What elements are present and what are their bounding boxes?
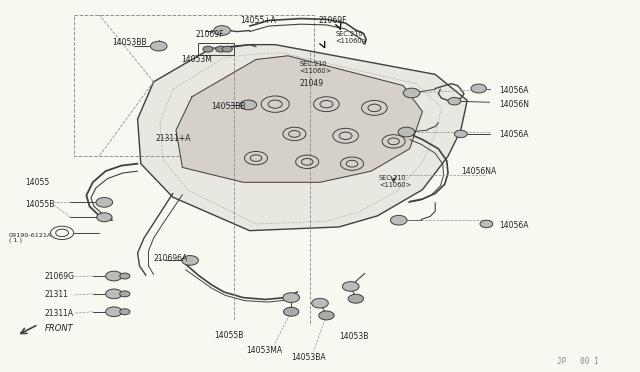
Text: 14056A: 14056A	[499, 221, 529, 230]
Text: 14053BB: 14053BB	[112, 38, 147, 47]
Circle shape	[203, 46, 213, 52]
Circle shape	[120, 291, 130, 297]
Circle shape	[216, 46, 226, 52]
Text: 14056N: 14056N	[499, 100, 529, 109]
Circle shape	[283, 293, 300, 302]
Text: 21069G: 21069G	[45, 272, 75, 281]
Circle shape	[342, 282, 359, 291]
Text: 14056NA: 14056NA	[461, 167, 496, 176]
Text: 210696A: 210696A	[154, 254, 188, 263]
Text: 14055B: 14055B	[214, 331, 244, 340]
Circle shape	[182, 256, 198, 265]
Circle shape	[454, 130, 467, 138]
Text: 14053B: 14053B	[339, 332, 369, 341]
Text: 14055B: 14055B	[26, 200, 55, 209]
Circle shape	[284, 307, 299, 316]
Circle shape	[480, 220, 493, 228]
Text: 21069F: 21069F	[195, 30, 224, 39]
Text: SEC.210
<11060>: SEC.210 <11060>	[335, 31, 367, 44]
Circle shape	[106, 307, 122, 317]
Text: JP   00 1: JP 00 1	[557, 357, 598, 366]
Text: 14056A: 14056A	[499, 130, 529, 139]
Text: 21311: 21311	[45, 291, 68, 299]
Text: 14053M: 14053M	[181, 55, 212, 64]
Text: 21069F: 21069F	[319, 16, 348, 25]
Circle shape	[448, 97, 461, 105]
Text: SEC.210
<11060>: SEC.210 <11060>	[300, 61, 332, 74]
Circle shape	[312, 298, 328, 308]
Text: 14055+A: 14055+A	[240, 16, 276, 25]
Circle shape	[390, 215, 407, 225]
Circle shape	[106, 271, 122, 281]
Text: 14053MA: 14053MA	[246, 346, 282, 355]
Text: 14053BA: 14053BA	[291, 353, 326, 362]
Circle shape	[106, 289, 122, 299]
Text: SEC.210
<11060>: SEC.210 <11060>	[379, 175, 411, 187]
Circle shape	[120, 309, 130, 315]
Circle shape	[97, 213, 112, 222]
Circle shape	[348, 294, 364, 303]
Text: 14055: 14055	[26, 178, 50, 187]
Circle shape	[120, 273, 130, 279]
Circle shape	[398, 127, 415, 137]
Circle shape	[471, 84, 486, 93]
Text: 09190-6121A
( 1 ): 09190-6121A ( 1 )	[9, 232, 52, 244]
Text: 21311A: 21311A	[45, 309, 74, 318]
Text: 14056A: 14056A	[499, 86, 529, 94]
Text: FRONT: FRONT	[45, 324, 74, 333]
Polygon shape	[138, 45, 467, 231]
Circle shape	[214, 26, 230, 35]
Circle shape	[403, 88, 420, 98]
Text: 21049: 21049	[300, 79, 324, 88]
Text: 14053BB: 14053BB	[211, 102, 246, 111]
Circle shape	[150, 41, 167, 51]
Circle shape	[240, 100, 257, 110]
Circle shape	[96, 198, 113, 207]
Circle shape	[222, 46, 232, 52]
Circle shape	[319, 311, 334, 320]
Text: 21311+A: 21311+A	[156, 134, 191, 143]
Polygon shape	[176, 56, 422, 182]
